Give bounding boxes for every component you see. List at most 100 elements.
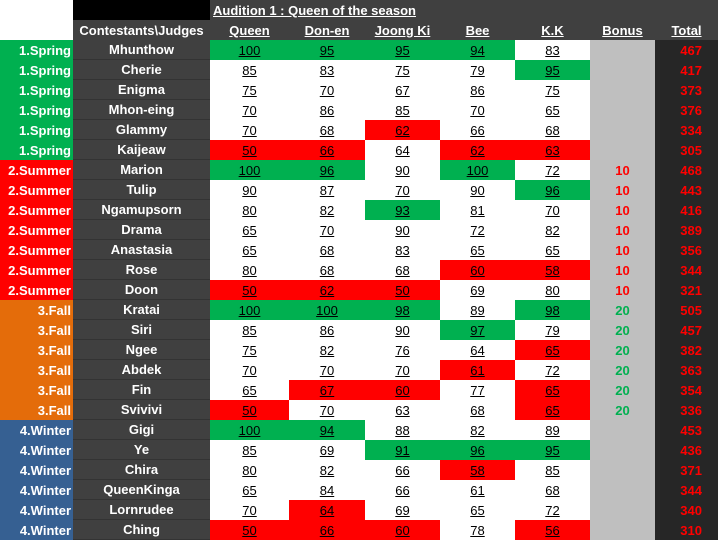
judge-score-cell[interactable]: 65 <box>210 240 289 260</box>
season-group-cell[interactable]: 4.Winter <box>0 500 73 520</box>
judge-score-cell[interactable]: 63 <box>515 140 590 160</box>
total-cell[interactable]: 310 <box>655 520 718 540</box>
contestant-name-cell[interactable]: Marion <box>73 160 210 180</box>
judge-score-cell[interactable]: 82 <box>289 460 365 480</box>
judge-score-cell[interactable]: 72 <box>440 220 515 240</box>
judge-score-cell[interactable]: 70 <box>210 100 289 120</box>
total-cell[interactable]: 417 <box>655 60 718 80</box>
judge-header[interactable]: Bee <box>440 20 515 40</box>
judge-score-cell[interactable]: 68 <box>515 480 590 500</box>
season-group-cell[interactable]: 2.Summer <box>0 160 73 180</box>
judge-score-cell[interactable]: 78 <box>440 520 515 540</box>
contestant-name-cell[interactable]: Mhunthow <box>73 40 210 60</box>
judge-score-cell[interactable]: 70 <box>440 100 515 120</box>
judge-score-cell[interactable]: 70 <box>289 360 365 380</box>
judge-score-cell[interactable]: 64 <box>365 140 440 160</box>
judge-score-cell[interactable]: 66 <box>365 480 440 500</box>
season-group-cell[interactable]: 3.Fall <box>0 380 73 400</box>
season-group-cell[interactable]: 1.Spring <box>0 140 73 160</box>
judge-score-cell[interactable]: 66 <box>365 460 440 480</box>
judge-score-cell[interactable]: 87 <box>289 180 365 200</box>
judge-score-cell[interactable]: 80 <box>210 260 289 280</box>
judge-score-cell[interactable]: 72 <box>515 360 590 380</box>
judge-score-cell[interactable]: 60 <box>365 380 440 400</box>
judge-score-cell[interactable]: 64 <box>440 340 515 360</box>
season-group-cell[interactable]: 1.Spring <box>0 80 73 100</box>
judge-score-cell[interactable]: 70 <box>210 120 289 140</box>
contestant-name-cell[interactable]: Rose <box>73 260 210 280</box>
judge-score-cell[interactable]: 79 <box>440 60 515 80</box>
contestant-name-cell[interactable]: Lornrudee <box>73 500 210 520</box>
judge-score-cell[interactable]: 65 <box>210 480 289 500</box>
total-cell[interactable]: 376 <box>655 100 718 120</box>
total-cell[interactable]: 321 <box>655 280 718 300</box>
header-blank-cell[interactable] <box>0 20 73 40</box>
total-cell[interactable]: 340 <box>655 500 718 520</box>
bonus-cell[interactable] <box>590 440 655 460</box>
judge-score-cell[interactable]: 62 <box>365 120 440 140</box>
judge-score-cell[interactable]: 65 <box>515 380 590 400</box>
top-black-cell[interactable] <box>73 0 210 20</box>
judge-score-cell[interactable]: 95 <box>365 40 440 60</box>
judge-score-cell[interactable]: 63 <box>365 400 440 420</box>
contestant-name-cell[interactable]: Fin <box>73 380 210 400</box>
season-group-cell[interactable]: 4.Winter <box>0 460 73 480</box>
judge-score-cell[interactable]: 98 <box>515 300 590 320</box>
judge-score-cell[interactable]: 72 <box>515 500 590 520</box>
bonus-cell[interactable] <box>590 60 655 80</box>
total-cell[interactable]: 305 <box>655 140 718 160</box>
judge-score-cell[interactable]: 70 <box>365 360 440 380</box>
judge-score-cell[interactable]: 65 <box>515 100 590 120</box>
judge-score-cell[interactable]: 100 <box>210 40 289 60</box>
judge-header[interactable]: K.K <box>515 20 590 40</box>
judge-score-cell[interactable]: 67 <box>289 380 365 400</box>
total-cell[interactable]: 468 <box>655 160 718 180</box>
total-cell[interactable]: 336 <box>655 400 718 420</box>
season-group-cell[interactable]: 3.Fall <box>0 300 73 320</box>
judge-score-cell[interactable]: 68 <box>515 120 590 140</box>
total-cell[interactable]: 467 <box>655 40 718 60</box>
bonus-cell[interactable] <box>590 120 655 140</box>
bonus-cell[interactable]: 10 <box>590 180 655 200</box>
judge-score-cell[interactable]: 68 <box>289 240 365 260</box>
season-group-cell[interactable]: 2.Summer <box>0 240 73 260</box>
season-group-cell[interactable]: 2.Summer <box>0 180 73 200</box>
contestant-name-cell[interactable]: Mhon-eing <box>73 100 210 120</box>
judge-score-cell[interactable]: 70 <box>289 80 365 100</box>
judge-header[interactable]: Queen <box>210 20 289 40</box>
judge-score-cell[interactable]: 100 <box>210 160 289 180</box>
judge-score-cell[interactable]: 90 <box>440 180 515 200</box>
total-cell[interactable]: 356 <box>655 240 718 260</box>
judge-score-cell[interactable]: 85 <box>210 440 289 460</box>
season-group-cell[interactable]: 1.Spring <box>0 40 73 60</box>
judge-score-cell[interactable]: 94 <box>440 40 515 60</box>
corner-label[interactable]: Contestants\Judges <box>73 20 210 40</box>
judge-score-cell[interactable]: 100 <box>440 160 515 180</box>
total-cell[interactable]: 363 <box>655 360 718 380</box>
contestant-name-cell[interactable]: Glammy <box>73 120 210 140</box>
judge-score-cell[interactable]: 66 <box>289 140 365 160</box>
judge-header[interactable]: Joong Ki <box>365 20 440 40</box>
total-cell[interactable]: 373 <box>655 80 718 100</box>
judge-score-cell[interactable]: 50 <box>210 140 289 160</box>
judge-score-cell[interactable]: 93 <box>365 200 440 220</box>
judge-score-cell[interactable]: 50 <box>210 280 289 300</box>
judge-score-cell[interactable]: 80 <box>210 460 289 480</box>
total-header[interactable]: Total <box>655 20 718 40</box>
judge-score-cell[interactable]: 88 <box>365 420 440 440</box>
contestant-name-cell[interactable]: Anastasia <box>73 240 210 260</box>
bonus-cell[interactable]: 10 <box>590 160 655 180</box>
judge-score-cell[interactable]: 84 <box>289 480 365 500</box>
judge-score-cell[interactable]: 85 <box>210 320 289 340</box>
total-cell[interactable]: 453 <box>655 420 718 440</box>
season-group-cell[interactable]: 4.Winter <box>0 440 73 460</box>
contestant-name-cell[interactable]: Abdek <box>73 360 210 380</box>
season-group-cell[interactable]: 2.Summer <box>0 260 73 280</box>
judge-score-cell[interactable]: 83 <box>289 60 365 80</box>
contestant-name-cell[interactable]: Kaijeaw <box>73 140 210 160</box>
judge-score-cell[interactable]: 95 <box>289 40 365 60</box>
judge-score-cell[interactable]: 58 <box>515 260 590 280</box>
judge-score-cell[interactable]: 70 <box>289 220 365 240</box>
judge-score-cell[interactable]: 86 <box>289 100 365 120</box>
judge-score-cell[interactable]: 62 <box>440 140 515 160</box>
